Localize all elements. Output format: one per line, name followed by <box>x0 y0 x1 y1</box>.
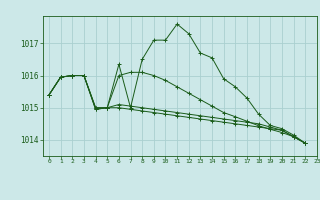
Text: Graphe pression niveau de la mer (hPa): Graphe pression niveau de la mer (hPa) <box>65 186 255 195</box>
